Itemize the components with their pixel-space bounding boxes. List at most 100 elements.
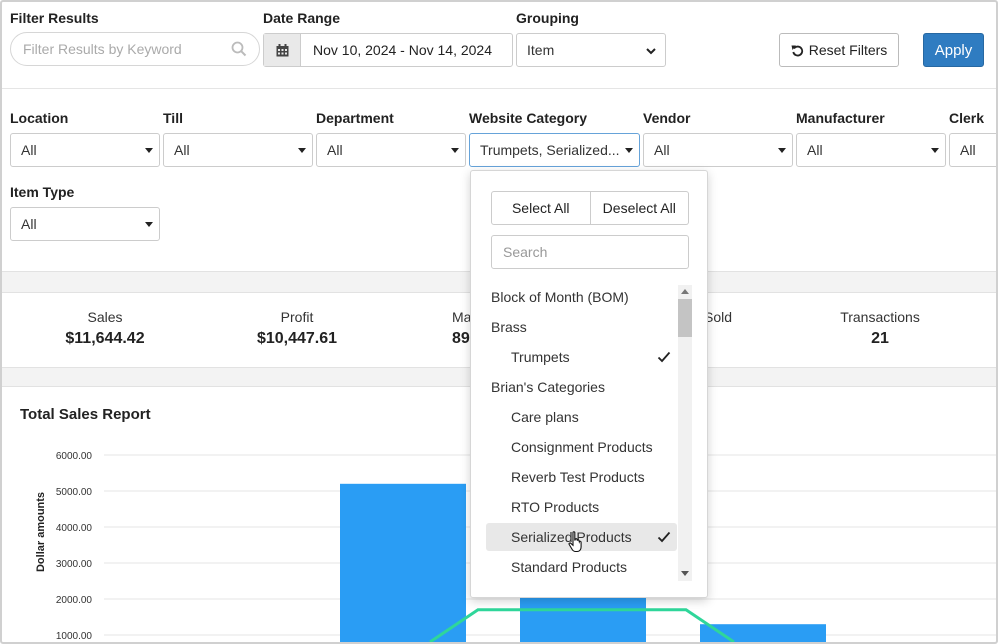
grouping-value: Item bbox=[527, 42, 555, 58]
date-range-picker[interactable]: Nov 10, 2024 - Nov 14, 2024 bbox=[263, 33, 513, 67]
y-tick-label: 5000.00 bbox=[56, 487, 93, 498]
category-option[interactable]: Standard Products bbox=[486, 553, 677, 581]
item-type-value: All bbox=[21, 216, 37, 232]
y-tick-label: 1000.00 bbox=[56, 631, 93, 642]
category-option-label: Care plans bbox=[511, 409, 579, 425]
stat-value: $11,644.42 bbox=[65, 330, 145, 347]
clerk-value: All bbox=[960, 142, 976, 158]
manufacturer-label: Manufacturer bbox=[796, 110, 885, 126]
check-icon bbox=[657, 351, 671, 363]
website-category-dropdown: Select All Deselect All Search Block of … bbox=[470, 170, 708, 598]
undo-icon bbox=[791, 45, 803, 56]
y-tick-label: 3000.00 bbox=[56, 559, 93, 570]
y-tick-label: 4000.00 bbox=[56, 523, 93, 534]
caret-down-icon bbox=[778, 148, 786, 153]
department-select[interactable]: All bbox=[316, 133, 466, 167]
bar bbox=[340, 483, 466, 642]
bar bbox=[700, 624, 826, 642]
stat-value: 21 bbox=[871, 330, 889, 347]
keyword-search-input[interactable]: Filter Results by Keyword bbox=[10, 32, 260, 66]
stat-title: Sales bbox=[87, 309, 123, 325]
category-option-label: Consignment Products bbox=[511, 439, 653, 455]
item-type-label: Item Type bbox=[10, 184, 75, 200]
keyword-placeholder: Filter Results by Keyword bbox=[23, 41, 182, 57]
grouping-label: Grouping bbox=[516, 10, 579, 26]
scroll-down-icon[interactable] bbox=[681, 571, 689, 576]
stat-margin: Ma 89. bbox=[452, 309, 492, 348]
category-option[interactable]: Care plans bbox=[486, 403, 677, 431]
stat-sold: Sold bbox=[704, 309, 744, 330]
category-option-label: Standard Products bbox=[511, 559, 627, 575]
stat-sales: Sales $11,644.42 bbox=[25, 309, 185, 348]
reset-filters-button[interactable]: Reset Filters bbox=[779, 33, 899, 67]
website-category-value: Trumpets, Serialized... bbox=[480, 142, 620, 158]
manufacturer-select[interactable]: All bbox=[796, 133, 946, 167]
calendar-icon[interactable] bbox=[264, 34, 301, 66]
vendor-label: Vendor bbox=[643, 110, 691, 126]
vendor-select[interactable]: All bbox=[643, 133, 793, 167]
item-type-select[interactable]: All bbox=[10, 207, 160, 241]
series-line bbox=[429, 608, 735, 642]
till-label: Till bbox=[163, 110, 183, 126]
apply-button[interactable]: Apply bbox=[923, 33, 984, 67]
category-option[interactable]: Brian's Categories bbox=[486, 373, 677, 401]
category-option-label: Reverb Test Products bbox=[511, 469, 645, 485]
website-category-select[interactable]: Trumpets, Serialized... bbox=[469, 133, 640, 167]
category-option-label: RTO Products bbox=[511, 499, 600, 515]
caret-down-icon bbox=[451, 148, 459, 153]
stat-title: Sold bbox=[704, 309, 733, 325]
location-value: All bbox=[21, 142, 37, 158]
select-toggle-group: Select All Deselect All bbox=[491, 191, 689, 225]
clerk-label: Clerk bbox=[949, 110, 985, 126]
search-icon bbox=[231, 41, 247, 57]
check-icon bbox=[657, 531, 671, 543]
scrollbar-track[interactable] bbox=[678, 285, 692, 581]
vendor-value: All bbox=[654, 142, 670, 158]
category-option-label: Trumpets bbox=[511, 349, 570, 365]
caret-down-icon bbox=[145, 222, 153, 227]
stat-title: Ma bbox=[452, 309, 472, 325]
select-all-button[interactable]: Select All bbox=[491, 191, 591, 225]
caret-down-icon bbox=[298, 148, 306, 153]
reset-filters-label: Reset Filters bbox=[808, 42, 888, 58]
stat-title: Profit bbox=[280, 309, 314, 325]
manufacturer-value: All bbox=[807, 142, 823, 158]
till-select[interactable]: All bbox=[163, 133, 313, 167]
date-range-value: Nov 10, 2024 - Nov 14, 2024 bbox=[313, 42, 493, 58]
chevron-down-icon bbox=[646, 48, 656, 55]
category-option[interactable]: Reverb Test Products bbox=[486, 463, 677, 491]
category-option-label: Brian's Categories bbox=[491, 379, 605, 395]
location-select[interactable]: All bbox=[10, 133, 160, 167]
divider bbox=[2, 88, 996, 89]
clerk-select[interactable]: All bbox=[949, 133, 996, 167]
category-option[interactable]: Block of Month (BOM) bbox=[486, 283, 677, 311]
grouping-select[interactable]: Item bbox=[516, 33, 666, 67]
category-option[interactable]: Brass bbox=[486, 313, 677, 341]
dropdown-search-input[interactable]: Search bbox=[491, 235, 689, 269]
till-value: All bbox=[174, 142, 190, 158]
caret-down-icon bbox=[931, 148, 939, 153]
y-tick-label: 6000.00 bbox=[56, 451, 93, 462]
category-option-label: Serialized Products bbox=[511, 529, 632, 545]
y-axis-label: Dollar amounts bbox=[35, 492, 47, 572]
department-value: All bbox=[327, 142, 343, 158]
stat-title: Transactions bbox=[840, 309, 920, 325]
caret-down-icon bbox=[145, 148, 153, 153]
website-category-label: Website Category bbox=[469, 110, 587, 126]
scrollbar-thumb[interactable] bbox=[678, 299, 692, 337]
scroll-up-icon[interactable] bbox=[681, 289, 689, 294]
category-option-label: Block of Month (BOM) bbox=[491, 289, 629, 305]
stat-transactions: Transactions 21 bbox=[800, 309, 960, 348]
hand-cursor-icon bbox=[568, 531, 582, 553]
category-option[interactable]: Trumpets bbox=[486, 343, 677, 371]
category-option[interactable]: RTO Products bbox=[486, 493, 677, 521]
deselect-all-button[interactable]: Deselect All bbox=[590, 191, 689, 225]
category-option-label: Brass bbox=[491, 319, 527, 335]
filter-results-label: Filter Results bbox=[10, 10, 99, 26]
caret-down-icon bbox=[625, 148, 633, 153]
stat-value: $10,447.61 bbox=[256, 330, 338, 347]
location-label: Location bbox=[10, 110, 69, 126]
date-range-label: Date Range bbox=[263, 10, 341, 26]
dropdown-search-placeholder: Search bbox=[503, 244, 548, 260]
category-option[interactable]: Consignment Products bbox=[486, 433, 677, 461]
